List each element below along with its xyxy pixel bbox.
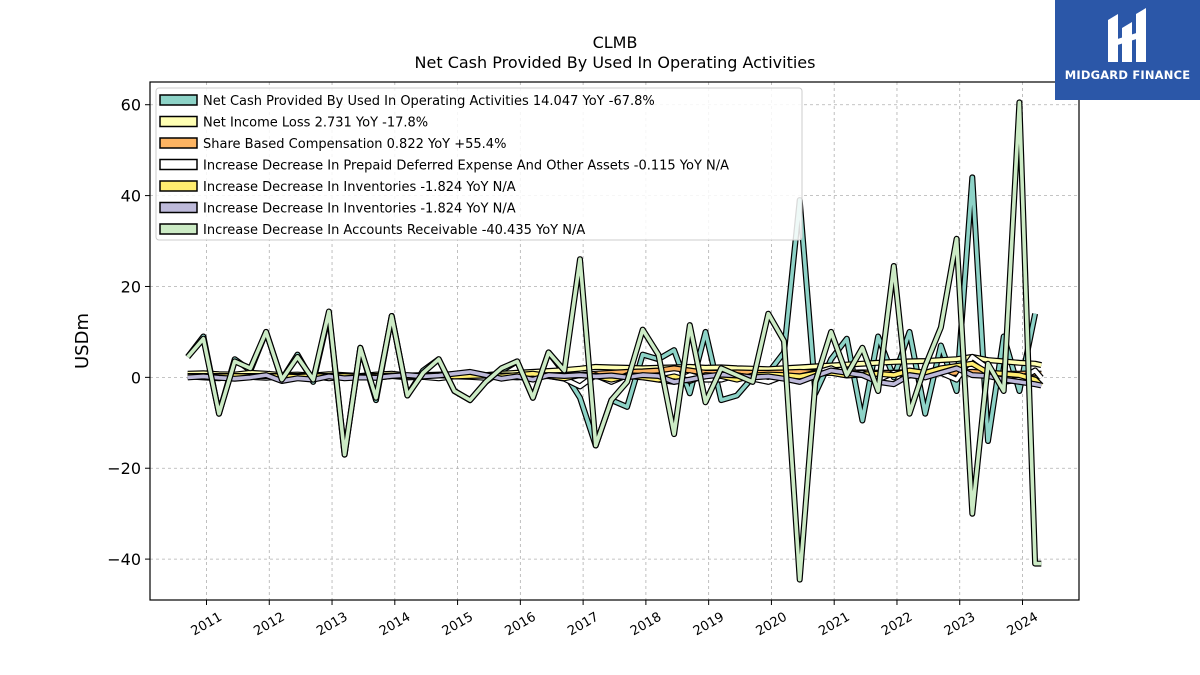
legend-entry: Increase Decrease In Prepaid Deferred Ex… <box>203 159 729 174</box>
x-tick-label: 2014 <box>377 610 413 640</box>
x-tick-label: 2020 <box>754 610 790 640</box>
legend-swatch <box>159 180 198 192</box>
x-tick-label: 2022 <box>879 610 915 640</box>
x-tick-label: 2011 <box>189 610 225 640</box>
brand-logo: MIDGARD FINANCE <box>1055 0 1200 100</box>
y-tick-label: 0 <box>131 368 141 387</box>
brand-name: MIDGARD FINANCE <box>1064 68 1191 82</box>
x-tick-label: 2017 <box>565 610 601 640</box>
x-tick-label: 2013 <box>314 610 350 640</box>
legend-swatch <box>159 158 198 171</box>
x-tick-label: 2016 <box>503 610 539 640</box>
y-tick-label: 60 <box>121 96 141 115</box>
legend-swatch <box>159 223 198 235</box>
legend-entry: Net Income Loss 2.731 YoY -17.8% <box>203 116 428 131</box>
legend: Net Cash Provided By Used In Operating A… <box>155 87 803 241</box>
y-axis-label: USDm <box>72 313 93 369</box>
x-tick-label: 2021 <box>816 610 852 640</box>
x-axis: 2011 2012 2013 2014 2015 2016 2017 2018 2019 2020… <box>189 600 1041 639</box>
legend-swatch <box>159 137 198 149</box>
y-tick-label: −40 <box>107 550 141 569</box>
legend-swatch <box>159 115 198 128</box>
brand-mark-icon <box>1108 8 1146 62</box>
chart-subtitle: Net Cash Provided By Used In Operating A… <box>415 53 816 72</box>
y-tick-label: −20 <box>107 459 141 478</box>
y-axis: −40 −20 0 20 40 60 <box>107 96 150 569</box>
plot-frame <box>149 81 1080 601</box>
legend-entry: Increase Decrease In Accounts Receivable… <box>203 223 585 238</box>
chart-title: CLMB <box>593 33 638 52</box>
x-tick-label: 2023 <box>942 610 978 640</box>
series-line-7 <box>186 100 1042 582</box>
legend-entry: Increase Decrease In Inventories -1.824 … <box>203 202 516 217</box>
legend-box <box>155 87 803 241</box>
x-tick-label: 2019 <box>691 610 727 640</box>
x-tick-label: 2015 <box>440 610 476 640</box>
y-tick-label: 40 <box>121 187 141 206</box>
x-tick-label: 2012 <box>251 610 287 640</box>
legend-entry: Share Based Compensation 0.822 YoY +55.4… <box>203 137 506 152</box>
x-tick-label: 2024 <box>1005 610 1041 640</box>
y-tick-label: 20 <box>121 277 141 296</box>
legend-swatch <box>159 94 198 106</box>
legend-swatch <box>159 201 198 214</box>
series-layer <box>185 99 1044 583</box>
x-tick-label: 2018 <box>628 610 664 640</box>
legend-entry: Increase Decrease In Inventories -1.824 … <box>203 180 516 195</box>
legend-entry: Net Cash Provided By Used In Operating A… <box>203 94 655 109</box>
